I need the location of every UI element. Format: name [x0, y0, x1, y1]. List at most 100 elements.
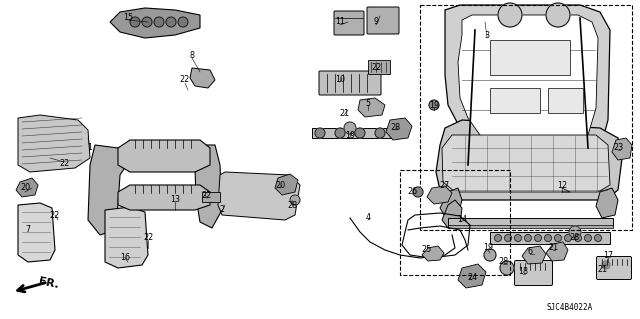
Text: SJC4B4022A: SJC4B4022A — [547, 303, 593, 312]
Bar — [448, 225, 613, 228]
Text: 20: 20 — [275, 181, 285, 189]
Polygon shape — [18, 203, 55, 262]
Circle shape — [154, 17, 164, 27]
Text: 13: 13 — [170, 196, 180, 204]
Text: 4: 4 — [365, 213, 371, 222]
Polygon shape — [458, 15, 598, 158]
Polygon shape — [458, 264, 486, 288]
Text: 28: 28 — [390, 123, 400, 132]
Bar — [202, 192, 220, 202]
Text: 22: 22 — [59, 159, 69, 167]
Bar — [448, 218, 613, 226]
FancyBboxPatch shape — [515, 261, 552, 286]
Polygon shape — [522, 246, 546, 264]
Text: 6: 6 — [527, 248, 532, 256]
Polygon shape — [18, 115, 90, 172]
Bar — [490, 88, 540, 113]
Text: 19: 19 — [429, 100, 439, 109]
Polygon shape — [386, 118, 412, 140]
Circle shape — [355, 128, 365, 138]
Bar — [420, 5, 632, 230]
Circle shape — [335, 128, 345, 138]
Text: 8: 8 — [189, 50, 195, 60]
FancyBboxPatch shape — [334, 11, 364, 35]
Text: 28: 28 — [287, 201, 297, 210]
Text: 25: 25 — [422, 246, 432, 255]
Text: 5: 5 — [365, 99, 371, 108]
Text: 15: 15 — [123, 13, 133, 23]
Polygon shape — [16, 178, 38, 197]
Text: 2: 2 — [220, 205, 225, 214]
FancyBboxPatch shape — [367, 7, 399, 34]
Circle shape — [166, 17, 176, 27]
Polygon shape — [275, 174, 298, 195]
Bar — [400, 170, 510, 275]
Text: 12: 12 — [557, 181, 567, 189]
Polygon shape — [185, 145, 222, 228]
Circle shape — [602, 261, 610, 269]
Polygon shape — [218, 172, 300, 220]
Text: 16: 16 — [120, 254, 130, 263]
Circle shape — [142, 17, 152, 27]
Circle shape — [575, 234, 582, 241]
Polygon shape — [596, 188, 618, 218]
Circle shape — [584, 234, 591, 241]
Circle shape — [569, 226, 581, 238]
Text: 22: 22 — [202, 191, 212, 201]
Text: 24: 24 — [467, 273, 477, 283]
Text: 11: 11 — [335, 18, 345, 26]
Bar — [490, 232, 610, 244]
Circle shape — [545, 234, 552, 241]
Text: 18: 18 — [518, 268, 528, 277]
Circle shape — [429, 100, 439, 110]
Circle shape — [344, 122, 356, 134]
Text: 22: 22 — [50, 211, 60, 219]
Circle shape — [290, 195, 300, 205]
Bar — [490, 40, 570, 75]
Text: 27: 27 — [440, 181, 450, 189]
Text: 19: 19 — [345, 130, 355, 139]
Polygon shape — [442, 200, 462, 228]
Text: 22: 22 — [371, 63, 381, 72]
Text: 23: 23 — [613, 144, 623, 152]
Text: 21: 21 — [597, 265, 607, 275]
Text: 22: 22 — [180, 76, 190, 85]
Text: 28: 28 — [569, 234, 579, 242]
Text: 21: 21 — [339, 108, 349, 117]
Bar — [368, 60, 390, 74]
Polygon shape — [445, 5, 610, 175]
Text: 1: 1 — [88, 144, 93, 152]
Circle shape — [495, 234, 502, 241]
Circle shape — [525, 234, 531, 241]
Circle shape — [375, 128, 385, 138]
Polygon shape — [440, 188, 462, 218]
Text: 17: 17 — [603, 250, 613, 259]
Text: 20: 20 — [20, 183, 30, 192]
Polygon shape — [427, 186, 452, 204]
Polygon shape — [612, 138, 632, 160]
Text: 3: 3 — [484, 31, 490, 40]
Text: 9: 9 — [373, 18, 379, 26]
Polygon shape — [118, 185, 210, 210]
Circle shape — [554, 234, 561, 241]
Bar — [312, 128, 402, 138]
Text: 26: 26 — [407, 188, 417, 197]
Polygon shape — [436, 120, 622, 200]
Text: 10: 10 — [335, 76, 345, 85]
Polygon shape — [190, 68, 215, 88]
Circle shape — [498, 3, 522, 27]
Text: 7: 7 — [26, 226, 31, 234]
Polygon shape — [442, 135, 610, 192]
Polygon shape — [88, 145, 130, 235]
Polygon shape — [105, 207, 148, 268]
Text: FR.: FR. — [38, 276, 60, 290]
Text: 14: 14 — [457, 216, 467, 225]
Circle shape — [130, 17, 140, 27]
Circle shape — [178, 17, 188, 27]
Circle shape — [515, 234, 522, 241]
Circle shape — [564, 234, 572, 241]
Circle shape — [595, 234, 602, 241]
Circle shape — [484, 249, 496, 261]
Circle shape — [500, 261, 514, 275]
FancyBboxPatch shape — [596, 256, 632, 279]
